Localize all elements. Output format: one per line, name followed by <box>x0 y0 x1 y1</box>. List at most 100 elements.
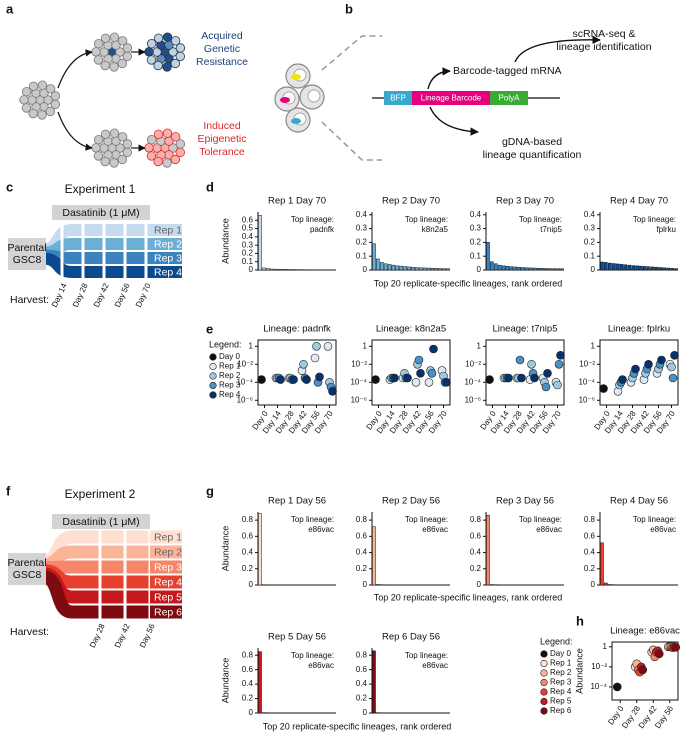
point <box>323 341 333 351</box>
legend-swatch <box>540 697 548 706</box>
point <box>328 386 337 396</box>
arrow <box>427 67 451 90</box>
bar <box>639 265 643 271</box>
bar <box>446 268 450 271</box>
legend-label: Rep 4 <box>219 390 241 399</box>
y-tick-label: 10⁻⁴ <box>236 377 253 386</box>
rep-label: Rep 5 <box>154 591 182 603</box>
cell <box>170 132 181 142</box>
point <box>612 682 622 692</box>
point <box>638 665 648 675</box>
chart-title: Lineage: padnfk <box>263 324 331 335</box>
x-axis-label: Top 20 replicate-specific lineages, rank… <box>263 721 452 731</box>
bar <box>521 267 525 271</box>
parental-label: GSC8 <box>13 569 42 581</box>
y-tick-label: 10⁻² <box>465 359 481 368</box>
cell <box>153 33 164 43</box>
construct-part <box>412 91 490 105</box>
cell <box>45 84 56 94</box>
y-tick-label: 0.1 <box>584 251 596 260</box>
y-tick-label: 0.2 <box>242 564 254 573</box>
point <box>517 373 526 383</box>
cell <box>109 158 119 168</box>
outcome-label: Tolerance <box>199 146 245 158</box>
y-tick-label: 0.8 <box>356 515 368 524</box>
y-tick-label: 0.2 <box>470 564 482 573</box>
annotation: e86vac <box>422 661 448 670</box>
bar <box>600 261 604 271</box>
bar <box>643 266 647 271</box>
cell <box>19 95 29 105</box>
cell <box>170 36 181 46</box>
plot-frame <box>611 641 679 701</box>
day-label: Day 28 <box>71 281 90 308</box>
bar <box>372 650 376 714</box>
bar <box>265 268 270 271</box>
plot-frame <box>371 339 451 406</box>
cell <box>168 47 178 57</box>
bar <box>391 264 396 271</box>
annotation: Top lineage: <box>405 515 448 524</box>
lineage-band <box>41 252 150 278</box>
cell <box>146 39 157 49</box>
cell <box>144 47 154 57</box>
day-label: Day 70 <box>134 281 153 308</box>
bar <box>497 264 502 271</box>
y-tick-label: 1 <box>603 642 608 651</box>
day-label: Day 42 <box>113 622 132 649</box>
bar <box>600 542 604 586</box>
outcome-label: Induced <box>203 120 241 132</box>
x-axis-label: Top 20 replicate-specific lineages, rank… <box>374 592 563 602</box>
construct-part <box>490 91 528 105</box>
y-tick-label: 0.1 <box>356 251 368 260</box>
cell <box>100 156 110 167</box>
legend-label: Rep 3 <box>550 678 572 687</box>
y-tick-label: 0 <box>363 580 368 589</box>
legend-swatch <box>209 391 217 399</box>
annotation: e86vac <box>536 525 562 534</box>
point <box>541 382 551 392</box>
parental-label: Parental <box>7 242 46 254</box>
parental-box <box>8 238 46 270</box>
bar <box>262 267 266 271</box>
point <box>310 353 320 363</box>
cell <box>175 43 186 53</box>
rep-label: Rep 3 <box>154 252 182 264</box>
y-tick-label: 0.4 <box>584 210 596 219</box>
chart-title: Rep 1 Day 70 <box>268 196 326 207</box>
y-tick-label: 10⁻² <box>591 662 607 671</box>
y-tick-label: 0.6 <box>242 665 254 674</box>
y-tick-label: 0.2 <box>584 564 596 573</box>
bar <box>486 514 490 586</box>
plot-frame <box>485 339 565 406</box>
bar <box>438 268 443 271</box>
y-tick-label: 10⁻⁶ <box>351 395 367 404</box>
point <box>414 355 424 365</box>
cell <box>43 95 53 105</box>
cell <box>122 43 133 53</box>
point <box>515 355 525 365</box>
bar <box>611 263 616 271</box>
drug-box <box>52 205 150 220</box>
cell <box>21 87 32 97</box>
y-tick-label: 0.2 <box>470 237 482 246</box>
cell <box>91 47 101 57</box>
y-tick-label: 0.4 <box>242 679 254 688</box>
y-tick-label: 10⁻⁶ <box>237 395 253 404</box>
cell <box>91 143 101 153</box>
point <box>504 373 513 383</box>
legend-label: Rep 6 <box>550 706 572 715</box>
point <box>289 375 298 384</box>
bar <box>418 267 423 271</box>
y-tick-label: 0 <box>591 580 596 589</box>
legend-swatch <box>209 362 217 371</box>
legend-label: Rep 2 <box>219 371 241 380</box>
point <box>312 341 321 351</box>
construct-label: BFP <box>390 94 406 103</box>
bar <box>650 266 655 271</box>
bar <box>383 263 388 271</box>
bar <box>269 268 274 271</box>
point <box>671 642 681 652</box>
y-tick-label: 0.8 <box>584 515 596 524</box>
